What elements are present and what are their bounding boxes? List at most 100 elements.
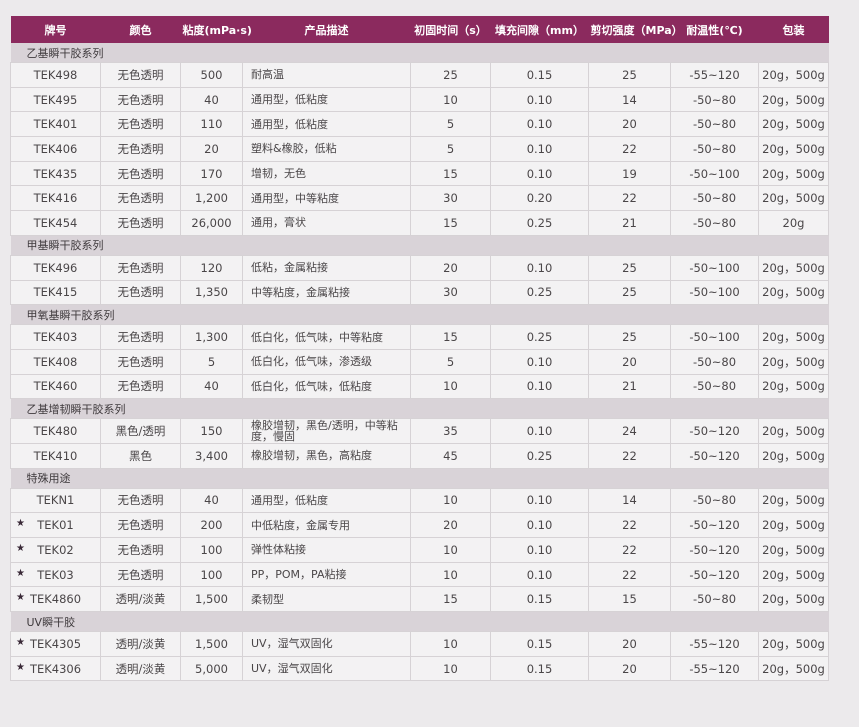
package-cell: 20g，500g	[758, 136, 829, 162]
shear-strength-cell: 22	[588, 537, 671, 563]
table-row: TEK401 无色透明 110 通用型，低粘度 5 0.10 20 -50~80 20g，500…	[10, 111, 829, 138]
table-row: ★ TEK02 无色透明 100 弹性体粘接 10 0.10 22 -50~120 20g，500…	[10, 537, 829, 563]
grade-cell: TEK401	[10, 111, 101, 138]
shear-strength-cell: 25	[588, 279, 671, 306]
grade-cell: TEK498	[10, 62, 101, 88]
viscosity-cell: 1,350	[180, 279, 243, 306]
header-description: 产品描述	[242, 16, 411, 43]
description-cell: 耐高温	[242, 62, 411, 88]
package-cell: 20g，500g	[758, 418, 829, 444]
grade-label: TEK495	[33, 92, 78, 107]
package-cell: 20g，500g	[758, 373, 829, 400]
grade-label: TEK435	[33, 166, 78, 181]
description-cell: 通用型，低粘度	[242, 487, 411, 514]
fixture-time-cell: 25	[410, 62, 491, 88]
color-cell: 无色透明	[100, 537, 181, 563]
color-cell: 无色透明	[100, 86, 181, 113]
package-cell: 20g，500g	[758, 160, 829, 187]
fixture-time-cell: 15	[410, 210, 491, 236]
package-cell: 20g，500g	[758, 279, 829, 306]
shear-strength-cell: 20	[588, 348, 671, 375]
grade-cell: TEK415	[10, 279, 101, 306]
package-cell: 20g，500g	[758, 512, 829, 538]
color-cell: 无色透明	[100, 160, 181, 187]
gap-fill-cell: 0.25	[490, 324, 589, 350]
viscosity-cell: 170	[180, 160, 243, 187]
shear-strength-cell: 20	[588, 111, 671, 138]
description-cell: 低白化，低气味，中等粘度	[242, 324, 411, 350]
section-row: 特殊用途	[10, 468, 829, 489]
temp-resistance-cell: -55~120	[670, 62, 759, 88]
description-cell: UV，湿气双固化	[242, 655, 411, 682]
gap-fill-cell: 0.10	[490, 561, 589, 588]
color-cell: 无色透明	[100, 561, 181, 588]
table-row: TEK435 无色透明 170 增韧，无色 15 0.10 19 -50~100 20g，500…	[10, 160, 829, 187]
viscosity-cell: 1,300	[180, 324, 243, 350]
shear-strength-cell: 19	[588, 160, 671, 187]
package-cell: 20g，500g	[758, 487, 829, 514]
viscosity-cell: 5,000	[180, 655, 243, 682]
shear-strength-cell: 14	[588, 487, 671, 514]
viscosity-cell: 100	[180, 561, 243, 588]
gap-fill-cell: 0.10	[490, 136, 589, 162]
gap-fill-cell: 0.10	[490, 373, 589, 400]
grade-label: TEK4305	[29, 636, 82, 651]
color-cell: 无色透明	[100, 348, 181, 375]
gap-fill-cell: 0.15	[490, 586, 589, 613]
fixture-time-cell: 10	[410, 537, 491, 563]
temp-resistance-cell: -50~120	[670, 512, 759, 538]
fixture-time-cell: 5	[410, 348, 491, 375]
gap-fill-cell: 0.10	[490, 348, 589, 375]
package-cell: 20g，500g	[758, 561, 829, 588]
header-grade: 牌号	[10, 16, 101, 43]
table-row: TEKN1 无色透明 40 通用型，低粘度 10 0.10 14 -50~80 20g，500g	[10, 487, 829, 514]
header-package: 包装	[758, 16, 829, 43]
package-cell: 20g，500g	[758, 111, 829, 138]
viscosity-cell: 110	[180, 111, 243, 138]
section-title: 甲氧基瞬干胶系列	[10, 304, 829, 325]
shear-strength-cell: 22	[588, 442, 671, 469]
gap-fill-cell: 0.10	[490, 512, 589, 538]
description-cell: 通用，膏状	[242, 210, 411, 236]
table-row: TEK495 无色透明 40 通用型，低粘度 10 0.10 14 -50~80 20g，500…	[10, 86, 829, 113]
shear-strength-cell: 22	[588, 561, 671, 588]
color-cell: 黑色	[100, 442, 181, 469]
star-icon: ★	[16, 567, 25, 579]
star-icon: ★	[16, 661, 25, 673]
grade-cell: TEK454	[10, 210, 101, 236]
table-row: ★ TEK4306 透明/淡黄 5,000 UV，湿气双固化 10 0.15 20 -55~12…	[10, 655, 829, 682]
grade-cell: ★ TEK01	[10, 512, 101, 538]
temp-resistance-cell: -50~100	[670, 160, 759, 187]
gap-fill-cell: 0.10	[490, 86, 589, 113]
fixture-time-cell: 15	[410, 160, 491, 187]
fixture-time-cell: 10	[410, 561, 491, 588]
gap-fill-cell: 0.25	[490, 442, 589, 469]
grade-label: TEK403	[33, 330, 78, 345]
temp-resistance-cell: -50~80	[670, 185, 759, 212]
fixture-time-cell: 35	[410, 418, 491, 444]
temp-resistance-cell: -50~80	[670, 487, 759, 514]
package-cell: 20g，500g	[758, 442, 829, 469]
description-cell: 弹性体粘接	[242, 537, 411, 563]
package-cell: 20g，500g	[758, 86, 829, 113]
table-row: ★ TEK4860 透明/淡黄 1,500 柔韧型 15 0.15 15 -50~80 20g，5…	[10, 586, 829, 613]
package-cell: 20g，500g	[758, 586, 829, 613]
grade-cell: TEKN1	[10, 487, 101, 514]
color-cell: 无色透明	[100, 512, 181, 538]
gap-fill-cell: 0.25	[490, 210, 589, 236]
description-cell: 塑料&橡胶，低粘	[242, 136, 411, 162]
table-row: TEK403 无色透明 1,300 低白化，低气味，中等粘度 15 0.25 25 -50~1…	[10, 324, 829, 350]
temp-resistance-cell: -50~80	[670, 111, 759, 138]
grade-cell: TEK416	[10, 185, 101, 212]
gap-fill-cell: 0.10	[490, 418, 589, 444]
table-row: TEK498 无色透明 500 耐高温 25 0.15 25 -55~120 20g，500g	[10, 62, 829, 88]
header-shear-strength: 剪切强度（MPa）	[588, 16, 683, 43]
section-title: 乙基瞬干胶系列	[10, 43, 829, 63]
fixture-time-cell: 20	[410, 254, 491, 281]
table-row: TEK416 无色透明 1,200 通用型，中等粘度 30 0.20 22 -50~80 20g…	[10, 185, 829, 212]
shear-strength-cell: 22	[588, 512, 671, 538]
shear-strength-cell: 22	[588, 185, 671, 212]
temp-resistance-cell: -50~80	[670, 136, 759, 162]
temp-resistance-cell: -50~120	[670, 418, 759, 444]
shear-strength-cell: 15	[588, 586, 671, 613]
